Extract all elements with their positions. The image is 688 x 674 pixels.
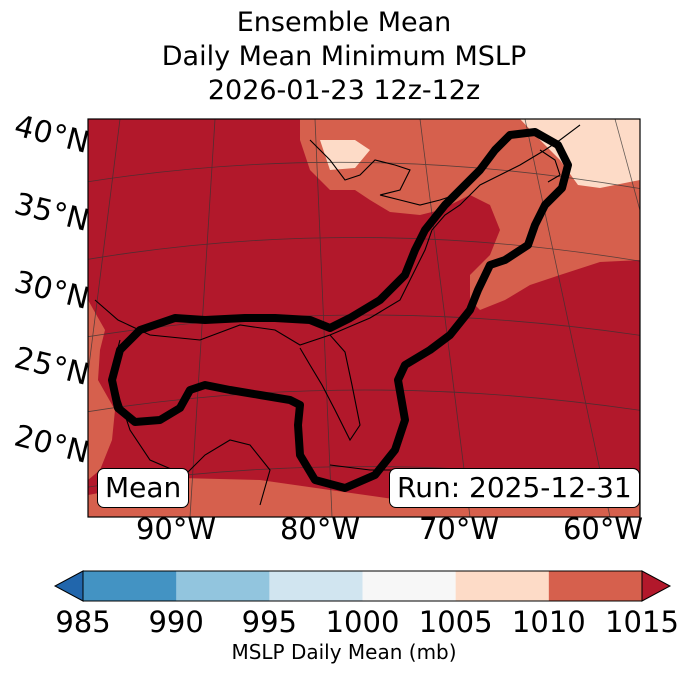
colorbar-segment <box>548 571 643 601</box>
lon-label-90w: 90°W <box>135 512 217 546</box>
colorbar-extend-high <box>641 570 672 602</box>
envelope-outline <box>108 128 572 492</box>
colorbar-tick-label: 990 <box>148 605 204 639</box>
title-line-3: 2026-01-23 12z-12z <box>207 75 481 106</box>
colorbar-tick-label: 1005 <box>418 605 493 639</box>
lon-label-70w: 70°W <box>418 512 500 546</box>
colorbar-tick-label: 995 <box>241 605 298 639</box>
colorbar-segment <box>455 571 550 601</box>
colorbar-label: MSLP Daily Mean (mb) <box>231 640 457 664</box>
colorbar-tick-label: 985 <box>55 605 111 639</box>
colorbar-segment <box>362 571 457 601</box>
lon-label-80w: 80°W <box>279 512 361 546</box>
colorbar-segment <box>269 571 363 601</box>
colorbar-frame <box>82 570 643 602</box>
colorbar-tick-label: 1015 <box>605 605 679 639</box>
colorbar-tick-label: 1010 <box>511 605 586 639</box>
title-line-1: Ensemble Mean <box>236 7 452 38</box>
lon-label-60w: 60°W <box>562 512 644 546</box>
colorbar-tick-label: 1000 <box>325 605 400 639</box>
map-frame <box>87 118 641 518</box>
colorbar-segment <box>176 571 270 601</box>
pressure-field-mid-north <box>300 119 640 310</box>
chart-title: Ensemble Mean Daily Mean Minimum MSLP 20… <box>0 6 688 108</box>
colorbar-extend-low <box>53 570 84 602</box>
colorbar-segment <box>83 571 177 601</box>
run-date-box: Run: 2025-12-31 <box>389 468 640 508</box>
pressure-field-mid-west <box>88 300 115 480</box>
mean-box: Mean <box>97 468 190 508</box>
title-line-2: Daily Mean Minimum MSLP <box>161 41 527 72</box>
